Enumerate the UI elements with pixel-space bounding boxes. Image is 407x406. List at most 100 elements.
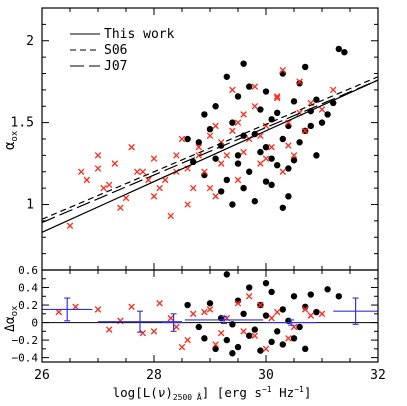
residual-dot-point [201,335,208,342]
main-dot-point [184,135,191,143]
main-y-tick-label: 1.5 [11,116,34,131]
main-dot-point [212,103,219,110]
residual-label-sub: ox [10,305,20,316]
x-tick-label: 32 [370,368,386,383]
main-panel-fit-lines [42,76,378,233]
residual-dot-point [234,343,242,351]
main-cross-point [128,143,135,151]
main-dot-point [262,178,270,185]
residual-dot-point [290,335,298,342]
main-cross-point [273,93,281,100]
residual-dot-point [279,341,286,348]
main-cross-point [285,142,292,149]
main-dot-point [279,204,286,211]
x-label-pre: log[L( [113,385,158,400]
main-dot-point [324,111,331,118]
main-dot-point [229,201,236,208]
main-cross-point [240,148,247,156]
binned-mean-yerr [352,297,359,325]
main-dot-point [290,157,298,164]
residual-cross-point [156,300,163,307]
main-y-tick-label: 2 [26,34,34,49]
main-cross-point [223,152,231,159]
residual-cross-point [301,306,309,313]
residual-dot-point [296,323,303,331]
main-cross-point [234,176,242,184]
legend-label-this-work: This work [104,27,175,42]
binned-mean-yerr [221,315,227,325]
y-axis-label-main: αox [2,130,20,150]
residual-y-tick-label: −0.2 [12,334,39,347]
binned-mean-yerr [170,313,177,332]
legend: This work S06 J07 [70,27,175,74]
residual-y-tick-label: −0.4 [12,352,39,365]
fit-line-s06 [42,76,378,220]
residual-cross-point [268,314,275,322]
y-axis-label-alpha: α [2,141,18,150]
x-tick-label: 30 [258,368,274,383]
residual-cross-point [55,308,63,316]
main-dot-point [296,80,303,87]
main-dot-point [279,135,286,143]
main-cross-point [167,212,175,220]
main-dot-point [251,198,258,205]
main-cross-point [206,184,214,192]
main-dot-point [223,176,230,184]
residual-cross-point [217,329,225,337]
residual-cross-point [307,312,315,319]
main-dot-point [274,109,281,117]
residual-dot-point [246,284,253,291]
x-label-hz: Hz [272,385,295,400]
main-dot-point [279,70,286,77]
main-cross-point [251,102,259,110]
residual-dot-point [223,271,230,278]
main-cross-point [156,184,163,192]
main-cross-point [229,127,236,135]
main-cross-point [262,155,270,162]
residual-cross-point [184,336,191,344]
main-dot-point [234,152,242,159]
main-cross-point [240,111,247,118]
main-dot-point [262,88,270,95]
main-cross-point [83,176,91,184]
main-cross-point [279,168,287,176]
residual-y-tick-label: 0 [31,317,38,330]
x-label-post: ) [165,385,173,400]
main-cross-point [285,119,292,126]
main-dot-point [223,73,230,80]
main-cross-point [301,127,309,135]
main-cross-point [150,193,158,200]
residual-panel-points [55,271,342,357]
main-dot-point [201,111,208,118]
main-cross-point [189,184,197,192]
main-dot-point [302,63,309,71]
residual-dot-point [262,312,270,319]
main-cross-point [206,132,214,139]
main-dot-point [218,188,225,195]
residual-y-tick-labels: −0.4 −0.2 0 0.2 0.4 0.6 [12,264,39,365]
residual-cross-point [318,310,326,318]
main-cross-point [279,66,287,74]
residual-cross-point [128,303,135,311]
main-y-tick-labels: 11.52 [11,34,34,213]
residual-dot-point [195,323,202,331]
binned-mean-yerr [137,310,143,333]
main-dot-point [201,171,208,179]
binned-mean-yerr [64,297,71,322]
x-label-sub: 2500 Å [173,391,202,402]
residual-cross-point [189,310,197,318]
main-cross-point [195,143,203,151]
residual-label-delta: Δα [3,316,18,332]
main-dot-point [257,106,264,113]
residual-binned-means [42,297,378,333]
residual-dot-point [257,347,264,354]
main-dot-point [246,83,253,90]
residual-cross-point [167,314,175,322]
main-dot-point [262,143,270,151]
residual-y-tick-label: 0.6 [18,264,38,277]
residual-dot-point [324,286,331,293]
main-dot-point [240,60,247,67]
x-axis-label: log[L(ν)2500 Å] [erg s−1 Hz−1] [113,385,312,402]
x-label-nu: ν [158,385,166,400]
residual-dot-point [262,279,270,287]
